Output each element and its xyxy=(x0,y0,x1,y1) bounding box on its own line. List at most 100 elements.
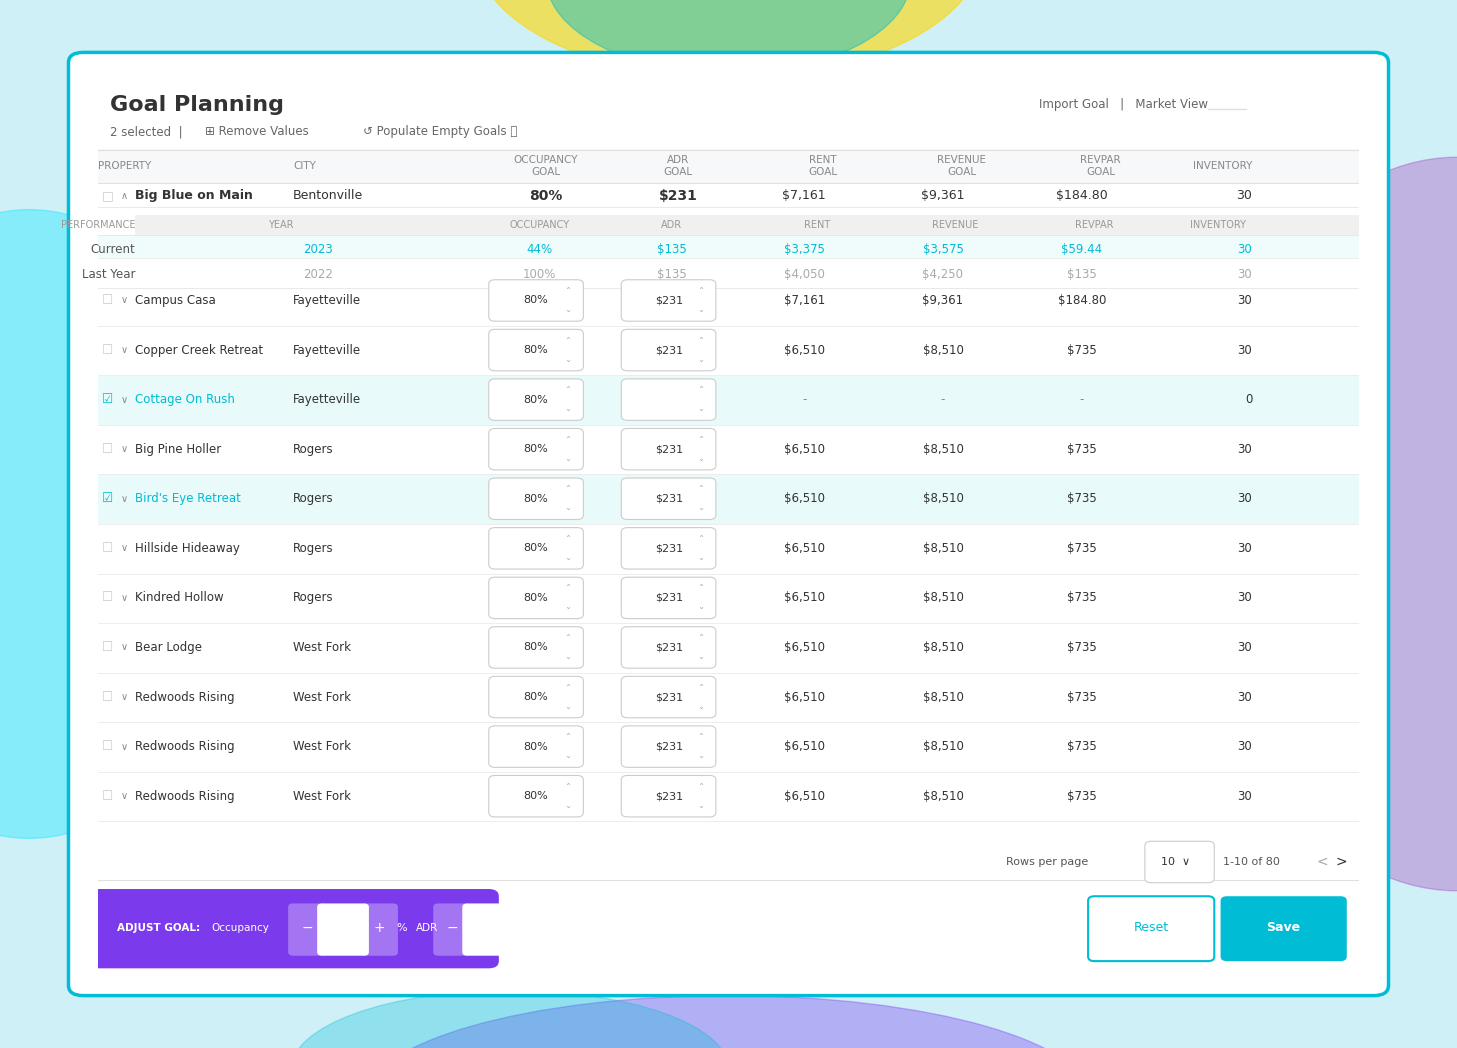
Text: INVENTORY: INVENTORY xyxy=(1190,220,1246,230)
Text: Fayetteville: Fayetteville xyxy=(293,393,361,407)
Text: 30: 30 xyxy=(1237,493,1252,505)
Text: $231: $231 xyxy=(656,444,683,454)
Text: ⌄: ⌄ xyxy=(696,454,704,463)
Text: 2022: 2022 xyxy=(303,268,334,281)
Text: ∨: ∨ xyxy=(121,593,127,603)
Text: 2 selected  |: 2 selected | xyxy=(111,126,191,138)
Text: PERFORMANCE: PERFORMANCE xyxy=(61,220,136,230)
Text: Campus Casa: Campus Casa xyxy=(136,294,216,307)
Text: 80%: 80% xyxy=(529,189,562,203)
Text: -: - xyxy=(487,921,491,934)
Text: ☐: ☐ xyxy=(102,542,112,554)
Text: ☐: ☐ xyxy=(102,591,112,605)
Text: 44%: 44% xyxy=(526,242,552,256)
FancyBboxPatch shape xyxy=(288,903,326,956)
Text: PROPERTY: PROPERTY xyxy=(98,161,152,171)
FancyBboxPatch shape xyxy=(488,627,583,669)
Text: Redwoods Rising: Redwoods Rising xyxy=(136,740,235,754)
Ellipse shape xyxy=(546,0,911,73)
Text: %: % xyxy=(396,923,408,933)
Text: ⌃: ⌃ xyxy=(564,634,571,643)
Text: $6,510: $6,510 xyxy=(784,344,825,356)
Text: ∧: ∧ xyxy=(121,191,127,201)
Text: ⌄: ⌄ xyxy=(564,801,571,810)
Text: OCCUPANCY
GOAL: OCCUPANCY GOAL xyxy=(513,155,578,177)
Text: $735: $735 xyxy=(1067,790,1097,803)
Text: 80%: 80% xyxy=(523,494,548,504)
Text: ☐: ☐ xyxy=(102,691,112,703)
Text: $6,510: $6,510 xyxy=(784,442,825,456)
Text: $231: $231 xyxy=(656,345,683,355)
Text: ⌄: ⌄ xyxy=(564,701,571,711)
Text: ⌃: ⌃ xyxy=(696,336,704,346)
Text: ⌄: ⌄ xyxy=(564,454,571,463)
FancyBboxPatch shape xyxy=(1221,896,1346,961)
Text: ☑: ☑ xyxy=(102,493,112,505)
Text: 30: 30 xyxy=(1237,344,1252,356)
Text: −: − xyxy=(302,921,313,935)
Text: West Fork: West Fork xyxy=(293,790,351,803)
Text: Fayetteville: Fayetteville xyxy=(293,344,361,356)
FancyBboxPatch shape xyxy=(488,776,583,817)
Ellipse shape xyxy=(474,0,983,79)
Text: ⌃: ⌃ xyxy=(564,336,571,346)
Text: West Fork: West Fork xyxy=(293,691,351,703)
Text: $6,510: $6,510 xyxy=(784,641,825,654)
Text: 30: 30 xyxy=(1237,740,1252,754)
Text: ⌄: ⌄ xyxy=(696,305,704,314)
Text: RENT
GOAL: RENT GOAL xyxy=(809,155,838,177)
Text: Bear Lodge: Bear Lodge xyxy=(136,641,203,654)
Text: West Fork: West Fork xyxy=(293,740,351,754)
Text: ⌄: ⌄ xyxy=(696,801,704,810)
Text: 1-10 of 80: 1-10 of 80 xyxy=(1222,857,1281,867)
Text: 80%: 80% xyxy=(523,593,548,603)
Text: 30: 30 xyxy=(1237,542,1252,554)
Text: ∨: ∨ xyxy=(121,543,127,553)
Text: $9,361: $9,361 xyxy=(921,190,965,202)
Text: ⌃: ⌃ xyxy=(696,287,704,296)
Text: $184.80: $184.80 xyxy=(1056,190,1107,202)
Text: 80%: 80% xyxy=(523,791,548,801)
Text: ⌃: ⌃ xyxy=(564,734,571,742)
Text: ⌃: ⌃ xyxy=(564,783,571,791)
Text: 30: 30 xyxy=(1237,242,1252,256)
FancyBboxPatch shape xyxy=(621,726,715,767)
Bar xyxy=(98,880,1359,975)
Text: $8,510: $8,510 xyxy=(922,442,963,456)
Ellipse shape xyxy=(364,996,1093,1048)
Text: $231: $231 xyxy=(656,791,683,801)
Text: 0: 0 xyxy=(1244,393,1252,407)
Text: REVPAR
GOAL: REVPAR GOAL xyxy=(1081,155,1120,177)
Text: ⌃: ⌃ xyxy=(696,485,704,495)
Text: $8,510: $8,510 xyxy=(922,591,963,605)
Text: 30: 30 xyxy=(1237,790,1252,803)
Text: 80%: 80% xyxy=(523,692,548,702)
FancyBboxPatch shape xyxy=(621,676,715,718)
Text: ADR
GOAL: ADR GOAL xyxy=(663,155,692,177)
Text: $735: $735 xyxy=(1067,542,1097,554)
Text: $8,510: $8,510 xyxy=(922,790,963,803)
Text: ⌃: ⌃ xyxy=(696,683,704,693)
Text: REVENUE
GOAL: REVENUE GOAL xyxy=(937,155,986,177)
Text: ⌄: ⌄ xyxy=(696,652,704,661)
Text: INVENTORY: INVENTORY xyxy=(1193,161,1252,171)
Bar xyxy=(98,376,1359,424)
FancyBboxPatch shape xyxy=(621,627,715,669)
Text: West Fork: West Fork xyxy=(293,641,351,654)
Text: Big Pine Holler: Big Pine Holler xyxy=(136,442,221,456)
Text: 80%: 80% xyxy=(523,444,548,454)
Text: Rows per page: Rows per page xyxy=(1007,857,1088,867)
Text: Big Blue on Main: Big Blue on Main xyxy=(136,190,254,202)
FancyBboxPatch shape xyxy=(68,52,1389,996)
Text: ∨: ∨ xyxy=(121,345,127,355)
Text: ☐: ☐ xyxy=(102,740,112,754)
Text: >: > xyxy=(1336,855,1348,869)
Text: $6,510: $6,510 xyxy=(784,691,825,703)
Text: 80%: 80% xyxy=(523,296,548,305)
Text: 80%: 80% xyxy=(523,742,548,751)
FancyBboxPatch shape xyxy=(488,676,583,718)
Bar xyxy=(98,235,1359,258)
Text: $735: $735 xyxy=(1067,591,1097,605)
Text: ⌄: ⌄ xyxy=(696,701,704,711)
FancyBboxPatch shape xyxy=(621,478,715,520)
